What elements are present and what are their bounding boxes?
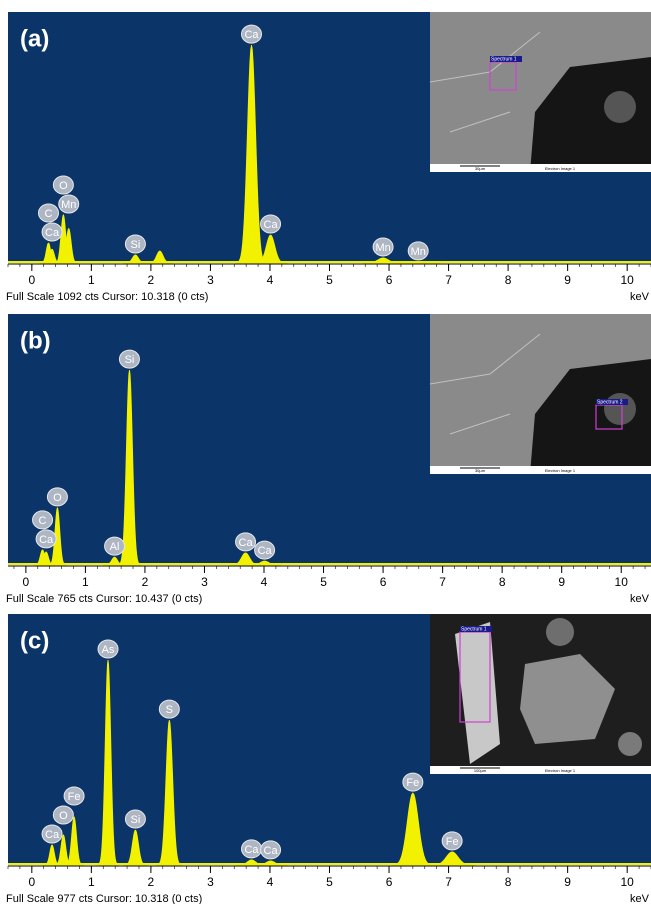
peak-label: Mn	[61, 199, 76, 211]
peak-label: Ca	[45, 829, 60, 841]
sem-grain	[546, 618, 574, 646]
x-tick-label: 0	[28, 273, 35, 287]
x-unit: keV	[630, 291, 650, 303]
x-unit: keV	[630, 893, 650, 904]
peak-label: Ca	[264, 219, 279, 231]
spectrum-tag-label: Spectrum 2	[597, 399, 623, 405]
spectrum-tag-label: Spectrum 1	[491, 56, 517, 62]
sem-caption: Electron Image 1	[545, 166, 576, 171]
sem-caption-strip	[430, 766, 651, 774]
x-tick-label: 7	[439, 575, 446, 589]
peak-label: Fe	[68, 791, 81, 803]
x-tick-label: 5	[326, 875, 333, 889]
x-tick-label: 9	[558, 575, 565, 589]
x-tick-label: 3	[207, 273, 214, 287]
peak-label: Ca	[45, 227, 60, 239]
x-tick-label: 3	[207, 875, 214, 889]
x-tick-label: 2	[148, 273, 155, 287]
footer: Full Scale 977 cts Cursor: 10.318 (0 cts…	[6, 893, 202, 904]
x-tick-label: 2	[148, 875, 155, 889]
x-tick-label: 2	[142, 575, 149, 589]
x-tick-label: 5	[320, 575, 327, 589]
sem-caption-strip	[430, 164, 651, 172]
peak-label: Si	[125, 354, 135, 366]
panel: Ca C Mn O Si Ca Ca Mn Mn 0 1 2 3 4 5 6 7 8 9 10 Full Scale 1…	[6, 12, 651, 303]
x-tick-label: 6	[386, 273, 393, 287]
peak-label: Fe	[446, 836, 459, 848]
x-tick-label: 4	[267, 875, 274, 889]
x-tick-label: 4	[261, 575, 268, 589]
x-unit: keV	[630, 593, 650, 605]
footer: Full Scale 765 cts Cursor: 10.437 (0 cts…	[6, 593, 202, 605]
x-tick-label: 8	[505, 273, 512, 287]
x-tick-label: 9	[564, 273, 571, 287]
peak-label: Ca	[258, 545, 273, 557]
peak-label: Ca	[244, 844, 259, 856]
x-tick-label: 0	[23, 575, 30, 589]
peak-label: As	[102, 644, 115, 656]
peak-label: Ca	[39, 534, 54, 546]
sem-caption-strip	[430, 466, 651, 474]
peak-label: C	[39, 515, 47, 527]
x-tick-label: 3	[201, 575, 208, 589]
x-tick-label: 10	[621, 875, 635, 889]
x-tick-label: 6	[386, 875, 393, 889]
x-tick-label: 6	[380, 575, 387, 589]
panel-label: (a)	[20, 25, 49, 52]
x-tick-label: 8	[505, 875, 512, 889]
spectrum-tag-label: Spectrum 1	[461, 626, 487, 632]
x-tick-label: 10	[621, 273, 635, 287]
x-tick-label: 10	[615, 575, 629, 589]
sem-scale-label: 30µm	[475, 166, 486, 171]
peak-label: Mn	[375, 242, 390, 254]
panel-label: (b)	[20, 327, 51, 354]
sem-scale-label: 100µm	[474, 768, 487, 773]
x-tick-label: 7	[445, 875, 452, 889]
peak-label: Si	[131, 814, 141, 826]
peak-label: C	[45, 208, 53, 220]
peak-label: O	[59, 810, 68, 822]
sem-caption: Electron Image 1	[545, 768, 576, 773]
sem-caption: Electron Image 1	[545, 468, 576, 473]
peak-label: Al	[110, 541, 120, 553]
sem-grain	[618, 732, 642, 756]
peak-label: Mn	[411, 246, 426, 258]
x-tick-label: 1	[88, 875, 95, 889]
panel-label: (c)	[20, 627, 49, 654]
peak-label: Si	[131, 239, 141, 251]
sem-grain	[604, 91, 636, 123]
peak-label: Ca	[239, 537, 254, 549]
panel: Ca CO Al Si Ca Ca 0 1 2 3 4 5 6 7 8 9 10 Full Scale 765 c…	[6, 314, 651, 605]
x-tick-label: 5	[326, 273, 333, 287]
peak-label: Ca	[244, 29, 259, 41]
figure: CaCMnOSiCaCaMnMn012345678910Full Scale 1…	[0, 0, 651, 904]
x-tick-label: 8	[499, 575, 506, 589]
x-tick-label: 1	[88, 273, 95, 287]
x-tick-label: 9	[564, 875, 571, 889]
peak-label: Fe	[406, 777, 419, 789]
peak-label: O	[59, 180, 68, 192]
x-tick-label: 1	[82, 575, 89, 589]
peak-label: Ca	[264, 845, 279, 857]
peak-label: S	[166, 704, 173, 716]
x-tick-label: 0	[28, 875, 35, 889]
x-tick-label: 7	[445, 273, 452, 287]
sem-grain	[604, 393, 636, 425]
x-tick-label: 4	[267, 273, 274, 287]
footer: Full Scale 1092 cts Cursor: 10.318 (0 ct…	[6, 291, 208, 303]
sem-scale-label: 30µm	[475, 468, 486, 473]
peak-label: O	[53, 492, 62, 504]
